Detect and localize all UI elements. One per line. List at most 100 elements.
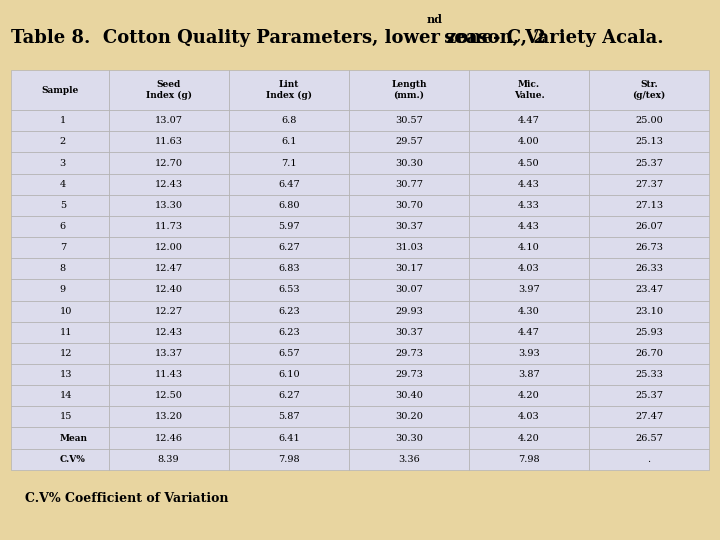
Text: 12.43: 12.43 bbox=[155, 180, 183, 188]
Bar bbox=[469, 406, 589, 428]
Text: .: . bbox=[647, 455, 651, 464]
Bar bbox=[348, 131, 469, 152]
Bar bbox=[469, 385, 589, 406]
Text: 12.43: 12.43 bbox=[155, 328, 183, 337]
Bar bbox=[589, 237, 709, 258]
Text: 30.07: 30.07 bbox=[395, 286, 423, 294]
Text: 30.30: 30.30 bbox=[395, 434, 423, 443]
Text: 25.13: 25.13 bbox=[635, 137, 663, 146]
Text: 4.03: 4.03 bbox=[518, 264, 540, 273]
Bar bbox=[11, 258, 109, 279]
Bar bbox=[469, 322, 589, 343]
Bar bbox=[11, 131, 109, 152]
Text: 6.23: 6.23 bbox=[278, 307, 300, 316]
Bar bbox=[11, 237, 109, 258]
Text: Sample: Sample bbox=[41, 86, 78, 94]
Bar bbox=[11, 322, 109, 343]
Bar bbox=[348, 237, 469, 258]
Text: 2: 2 bbox=[60, 137, 66, 146]
Text: 6.27: 6.27 bbox=[278, 243, 300, 252]
Bar bbox=[229, 385, 348, 406]
Text: Table 8.  Cotton Quality Parameters, lower zone- C, 2: Table 8. Cotton Quality Parameters, lowe… bbox=[11, 29, 546, 46]
Text: 6.47: 6.47 bbox=[278, 180, 300, 188]
Bar bbox=[589, 195, 709, 216]
Bar bbox=[348, 322, 469, 343]
Text: 23.47: 23.47 bbox=[635, 286, 663, 294]
Text: 30.77: 30.77 bbox=[395, 180, 423, 188]
Bar bbox=[469, 364, 589, 385]
Bar bbox=[229, 301, 348, 322]
Bar bbox=[109, 406, 229, 428]
Text: 3: 3 bbox=[60, 159, 66, 167]
Text: 4.33: 4.33 bbox=[518, 201, 540, 210]
Bar bbox=[11, 343, 109, 364]
Text: 27.47: 27.47 bbox=[635, 413, 663, 421]
Text: 26.57: 26.57 bbox=[635, 434, 663, 443]
Text: 30.40: 30.40 bbox=[395, 392, 423, 400]
Bar bbox=[11, 279, 109, 301]
Text: Length
(mm.): Length (mm.) bbox=[391, 80, 427, 100]
Text: 29.73: 29.73 bbox=[395, 349, 423, 358]
Text: 6.57: 6.57 bbox=[278, 349, 300, 358]
Bar bbox=[589, 301, 709, 322]
Bar bbox=[348, 406, 469, 428]
Bar bbox=[348, 70, 469, 110]
Text: Seed
Index (g): Seed Index (g) bbox=[145, 80, 192, 100]
Bar bbox=[229, 364, 348, 385]
Text: 5.87: 5.87 bbox=[278, 413, 300, 421]
Bar bbox=[589, 174, 709, 195]
Bar bbox=[348, 152, 469, 174]
Bar bbox=[109, 70, 229, 110]
Bar bbox=[348, 258, 469, 279]
Bar bbox=[109, 174, 229, 195]
Bar bbox=[109, 237, 229, 258]
Text: C.V% Coefficient of Variation: C.V% Coefficient of Variation bbox=[24, 492, 228, 505]
Bar bbox=[589, 216, 709, 237]
Text: 30.17: 30.17 bbox=[395, 264, 423, 273]
Text: 12.27: 12.27 bbox=[155, 307, 183, 316]
Bar bbox=[469, 258, 589, 279]
Bar bbox=[469, 301, 589, 322]
Bar bbox=[229, 279, 348, 301]
Bar bbox=[11, 385, 109, 406]
Bar bbox=[348, 216, 469, 237]
Bar bbox=[109, 322, 229, 343]
Bar bbox=[469, 237, 589, 258]
Bar bbox=[469, 449, 589, 470]
Text: 8.39: 8.39 bbox=[158, 455, 179, 464]
Text: 6.1: 6.1 bbox=[281, 137, 297, 146]
Bar bbox=[11, 110, 109, 131]
Bar bbox=[11, 406, 109, 428]
Bar bbox=[589, 364, 709, 385]
Bar bbox=[348, 301, 469, 322]
Bar bbox=[229, 152, 348, 174]
Bar bbox=[469, 195, 589, 216]
Bar bbox=[229, 174, 348, 195]
Text: 26.70: 26.70 bbox=[635, 349, 663, 358]
Text: 30.37: 30.37 bbox=[395, 328, 423, 337]
Bar bbox=[229, 216, 348, 237]
Text: Lint
Index (g): Lint Index (g) bbox=[266, 80, 312, 100]
Text: 15: 15 bbox=[60, 413, 72, 421]
Bar bbox=[589, 131, 709, 152]
Bar bbox=[11, 152, 109, 174]
Text: Str.
(g/tex): Str. (g/tex) bbox=[632, 80, 666, 100]
Text: 6.8: 6.8 bbox=[281, 116, 297, 125]
Bar bbox=[469, 152, 589, 174]
Text: 14: 14 bbox=[60, 392, 72, 400]
Bar bbox=[11, 428, 109, 449]
Text: C.V%: C.V% bbox=[60, 455, 86, 464]
Bar bbox=[589, 343, 709, 364]
Bar bbox=[229, 343, 348, 364]
Text: 3.93: 3.93 bbox=[518, 349, 540, 358]
Text: 4: 4 bbox=[60, 180, 66, 188]
Text: 13.20: 13.20 bbox=[155, 413, 183, 421]
Bar bbox=[109, 258, 229, 279]
Bar bbox=[11, 449, 109, 470]
Bar bbox=[229, 428, 348, 449]
Text: 6.27: 6.27 bbox=[278, 392, 300, 400]
Bar bbox=[11, 216, 109, 237]
Bar bbox=[109, 131, 229, 152]
Text: 6.41: 6.41 bbox=[278, 434, 300, 443]
Bar bbox=[589, 152, 709, 174]
